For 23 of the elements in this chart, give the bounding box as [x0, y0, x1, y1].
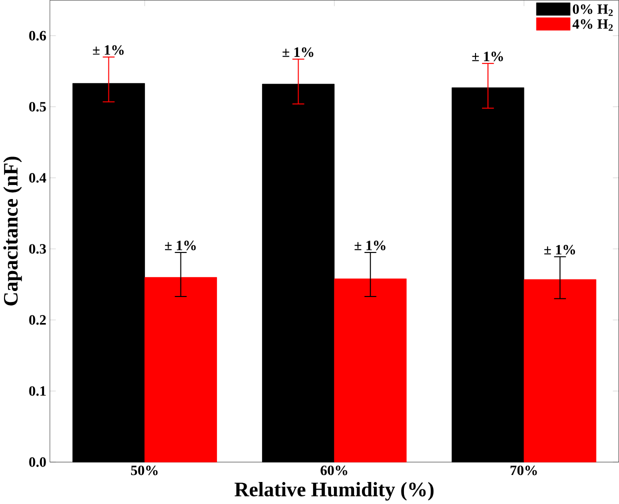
annotation: ± 1% — [354, 240, 386, 250]
annotation: ± 1% — [165, 240, 196, 250]
y-tick-label: 0.0 — [29, 457, 46, 467]
y-tick-label: 0.6 — [29, 30, 46, 41]
x-tick-label: 50% — [131, 466, 158, 476]
y-tick-label: 0.1 — [29, 386, 46, 396]
y-tick-label: 0.3 — [29, 244, 46, 254]
annotation: ± 1% — [472, 52, 503, 62]
legend-label: 4% H$_{2}$ — [572, 19, 613, 31]
y-tick-label: 0.4 — [29, 173, 46, 183]
x-tick-label: 70% — [510, 466, 537, 476]
annotation: ± 1% — [92, 45, 124, 55]
bar — [524, 279, 596, 462]
y-tick-label: 0.2 — [29, 315, 46, 325]
annotation: ± 1% — [282, 47, 314, 58]
x-tick-label: 60% — [320, 466, 348, 476]
bar — [144, 277, 217, 462]
y-tick-label: 0.5 — [29, 102, 46, 112]
annotation: ± 1% — [544, 244, 576, 255]
legend-label: 0% H$_{2}$ — [572, 4, 613, 16]
bar — [334, 278, 407, 462]
y-axis-title: Capacitance (nF) — [3, 156, 22, 306]
x-axis-title: Relative Humidity (%) — [234, 482, 434, 501]
